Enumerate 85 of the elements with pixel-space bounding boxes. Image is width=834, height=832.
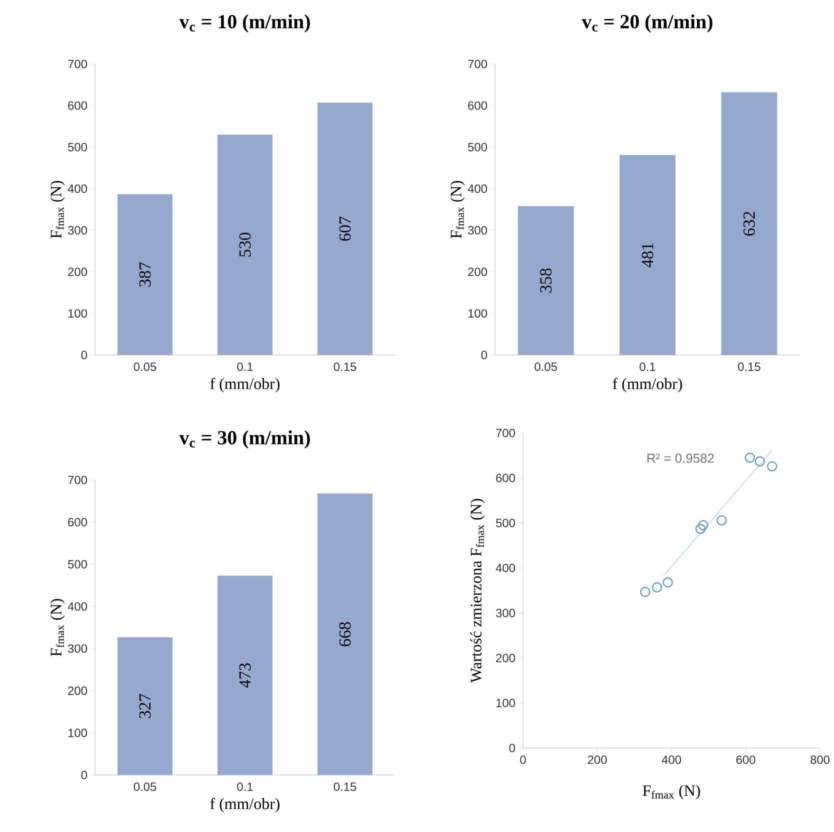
y-tick-label: 700 [496, 428, 516, 438]
data-label: 358 [540, 268, 552, 292]
bar [518, 206, 574, 355]
y-tick-label: 200 [68, 686, 88, 695]
y-tick-label: 100 [68, 309, 88, 318]
y-tick-label: 500 [68, 142, 88, 152]
y-tick-label: 500 [468, 142, 488, 152]
y-tick-label: 300 [68, 226, 88, 234]
x-axis-title: f (mm/obr) [210, 378, 280, 392]
chart-title: v$_{c}$ = 10 (m/min) [179, 14, 310, 32]
bar [218, 576, 273, 775]
point [744, 452, 755, 463]
annotation: R² = 0.9582 [647, 454, 714, 463]
x-tick-label: 0.05 [134, 362, 156, 371]
y-tick-label: 600 [68, 101, 88, 110]
bar [721, 92, 778, 355]
y-tick-label: 700 [68, 60, 88, 68]
data-label: 668 [339, 622, 351, 646]
data-label: 327 [139, 694, 151, 718]
x-tick-label: 600 [736, 756, 756, 764]
bar [318, 102, 373, 355]
y-tick-label: 400 [468, 184, 488, 193]
y-tick-label: 0 [481, 350, 488, 360]
data-label: 481 [642, 243, 654, 268]
data-label: 387 [139, 262, 151, 286]
y-tick-label: 200 [68, 268, 88, 276]
x-tick-label: 0.15 [738, 362, 760, 371]
point [698, 520, 708, 530]
y-tick-label: 400 [496, 564, 516, 572]
point [754, 456, 765, 466]
x-tick-label: 0.15 [334, 362, 356, 371]
x-tick-label: 0.05 [534, 362, 557, 371]
data-label: 632 [743, 212, 755, 236]
y-tick-label: 700 [468, 60, 488, 68]
point [695, 524, 706, 534]
x-tick-label: 800 [810, 756, 830, 764]
chart-title: v$_{c}$ = 20 (m/min) [582, 14, 712, 32]
y-tick-label: 100 [496, 698, 516, 708]
y-tick-label: 0 [81, 770, 88, 780]
data-label: 473 [239, 663, 251, 688]
y-tick-label: 0 [81, 350, 88, 360]
y-tick-label: 400 [68, 184, 88, 193]
y-tick-label: 600 [468, 101, 488, 110]
x-tick-label: 0.1 [237, 362, 253, 371]
x-tick-label: 0.1 [640, 362, 656, 371]
x-tick-label: 0.05 [134, 782, 156, 791]
y-tick-label: 600 [496, 474, 516, 482]
data-label: 607 [339, 216, 351, 241]
x-tick-label: 200 [588, 756, 607, 764]
point [767, 461, 778, 472]
bar [218, 134, 273, 355]
y-tick-label: 200 [468, 268, 488, 276]
chart-title: v$_{c}$ = 30 (m/min) [179, 430, 310, 448]
point [640, 586, 650, 597]
y-tick-label: 400 [68, 602, 88, 611]
y-tick-label: 600 [68, 518, 88, 526]
x-tick-label: 0 [520, 756, 526, 764]
x-tick-label: 0.1 [237, 782, 253, 791]
x-axis-title: F$_{fmax}$ (N) [642, 784, 700, 800]
y-tick-label: 500 [496, 518, 516, 528]
y-tick-label: 300 [468, 226, 488, 234]
bar [318, 493, 373, 775]
bar [620, 155, 676, 355]
y-tick-label: 300 [496, 608, 516, 618]
point [662, 577, 673, 588]
x-axis-title: f (mm/obr) [210, 798, 280, 812]
y-tick-label: 200 [496, 654, 516, 662]
y-tick-label: 0 [509, 744, 516, 752]
x-axis-title: f (mm/obr) [612, 378, 682, 392]
y-tick-label: 300 [68, 644, 88, 653]
y-tick-label: 500 [68, 560, 88, 569]
y-axis-title: F$_{fmax}$ (N) [450, 180, 465, 238]
data-label: 530 [239, 232, 251, 257]
x-tick-label: 400 [662, 756, 682, 764]
x-tick-label: 0.15 [334, 782, 356, 791]
point [652, 582, 662, 592]
y-tick-label: 100 [468, 309, 488, 318]
y-tick-label: 100 [68, 728, 88, 738]
bar [118, 194, 172, 355]
y-tick-label: 700 [68, 476, 88, 484]
y-axis-title: F$_{fmax}$ (N) [50, 599, 65, 656]
bar [118, 637, 172, 775]
y-axis-title: Wartość zmierzona F$_{fmax}$ (N) [470, 498, 485, 683]
y-axis-title: F$_{fmax}$ (N) [50, 180, 65, 238]
point [716, 515, 727, 526]
